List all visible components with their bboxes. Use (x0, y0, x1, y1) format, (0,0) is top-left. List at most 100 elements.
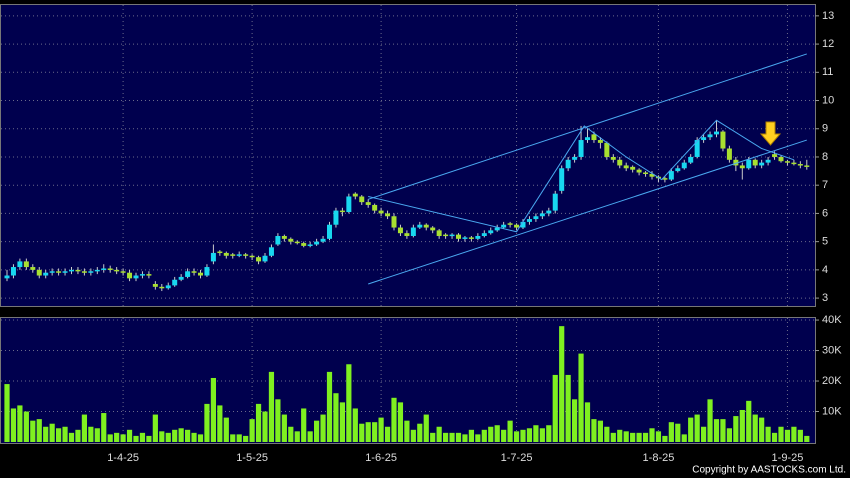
volume-bar (217, 405, 223, 442)
candle-body (249, 255, 255, 258)
candle-body (127, 272, 133, 279)
candle-body (23, 261, 29, 268)
candle-body (62, 271, 68, 273)
volume-bar (501, 429, 507, 442)
candle-body (784, 161, 790, 163)
candle-body (578, 140, 584, 157)
volume-bar (726, 428, 732, 442)
candle-body (636, 169, 642, 173)
volume-bar (649, 428, 655, 442)
volume-bar (294, 431, 300, 442)
candle-body (752, 159, 758, 166)
candle-body (4, 275, 10, 279)
marks (4, 53, 810, 442)
volume-bar (185, 429, 191, 442)
volume-bar (339, 402, 345, 442)
y-tick-label: 11 (822, 66, 833, 78)
candle-body (714, 131, 719, 135)
volume-bar (655, 431, 662, 442)
candle-body (591, 134, 597, 141)
candle-body (423, 224, 429, 228)
volume-bar (249, 419, 255, 442)
y-tick-label: 4 (822, 264, 828, 276)
x-tick-label: 1-9-25 (772, 452, 804, 464)
volume-bar (584, 402, 591, 442)
candle-body (114, 269, 120, 272)
candle-body (488, 230, 494, 234)
candle-body (668, 171, 674, 180)
volume-bar (346, 364, 352, 442)
candle-body (69, 269, 74, 272)
candle-body (327, 224, 332, 239)
candle-body (94, 269, 100, 272)
candle-body (178, 276, 184, 280)
volume-bar (159, 431, 165, 442)
volume-bar (720, 419, 726, 442)
candle-body (462, 237, 468, 239)
candle-body (391, 216, 397, 228)
volume-bar (49, 423, 55, 442)
candle-body (120, 271, 126, 273)
volume-bar (391, 397, 397, 442)
candle-body (572, 156, 578, 160)
candle-body (501, 224, 507, 228)
candle-body (152, 283, 158, 287)
candle-body (223, 252, 229, 256)
candle-body (243, 254, 249, 256)
candle-body (436, 230, 442, 237)
volume-bar (43, 426, 49, 442)
volume-bar (281, 414, 287, 442)
candle-body (559, 168, 565, 191)
volume-bar (462, 434, 468, 442)
candle-body (230, 254, 236, 256)
candle-body (198, 272, 203, 276)
volume-bar (443, 432, 449, 442)
volume-bar (62, 426, 68, 442)
volume-bar (668, 422, 674, 442)
volume-bar (126, 429, 133, 442)
candle-body (468, 237, 474, 239)
candle-body (759, 162, 765, 166)
volume-bar (81, 414, 87, 442)
volume-bar (481, 429, 487, 442)
volume-bar (101, 413, 107, 442)
volume-bar (552, 374, 558, 442)
volume-bar (397, 402, 404, 442)
volume-bar (565, 374, 571, 442)
volume-bar (301, 408, 307, 442)
volume-bar (449, 432, 455, 442)
candle-body (56, 271, 62, 273)
volume-bar (533, 425, 539, 442)
candle-body (339, 210, 345, 213)
volume-bar (165, 432, 171, 442)
volume-bar (526, 428, 533, 442)
volume-bar (410, 429, 416, 442)
volume-bar (378, 417, 384, 442)
volume-bar (746, 400, 752, 442)
candle-body (746, 159, 752, 169)
candle-body (546, 210, 552, 214)
volume-bar (694, 414, 700, 442)
volume-bar (404, 420, 410, 442)
volume-bar (707, 399, 713, 442)
candle-body (275, 236, 281, 245)
y-tick-label: 5 (822, 236, 828, 248)
candle-body (185, 271, 191, 277)
volume-bar (178, 428, 184, 442)
volume-bar (430, 432, 436, 442)
candle-body (314, 241, 320, 245)
candle-body (772, 154, 778, 157)
volume-bar (10, 408, 17, 442)
volume-bar (372, 422, 378, 442)
volume-bar (236, 434, 242, 442)
volume-bar (326, 371, 333, 442)
x-tick-label: 1-6-25 (365, 452, 397, 464)
volume-bar (488, 426, 494, 442)
volume-bar (152, 414, 158, 442)
volume-bar (75, 429, 81, 442)
volume-bar (352, 408, 358, 442)
volume-bar (314, 420, 320, 442)
arrow-annotation (759, 121, 782, 146)
price-panel (0, 4, 816, 307)
candle-body (262, 255, 268, 262)
